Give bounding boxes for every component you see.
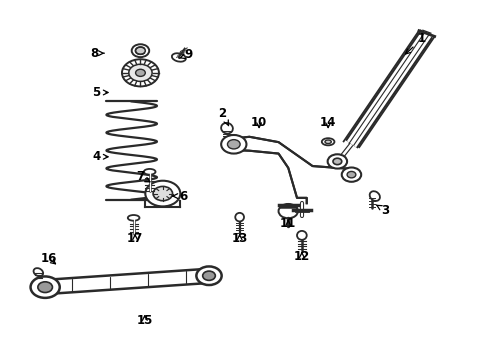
Circle shape xyxy=(122,59,159,86)
Ellipse shape xyxy=(143,169,155,175)
Text: 8: 8 xyxy=(90,47,104,60)
Text: 10: 10 xyxy=(250,116,266,129)
Text: 4: 4 xyxy=(92,150,108,163)
Text: 6: 6 xyxy=(173,190,187,203)
Circle shape xyxy=(131,44,149,57)
Text: 17: 17 xyxy=(127,233,143,246)
Text: 14: 14 xyxy=(319,116,336,129)
Text: 9: 9 xyxy=(179,49,192,62)
Text: 11: 11 xyxy=(280,217,296,230)
Text: 13: 13 xyxy=(231,233,247,246)
Text: 16: 16 xyxy=(41,252,57,265)
Text: 5: 5 xyxy=(92,86,108,99)
Ellipse shape xyxy=(127,215,139,221)
Ellipse shape xyxy=(325,140,330,144)
Text: 15: 15 xyxy=(136,314,153,327)
Circle shape xyxy=(346,171,355,178)
Circle shape xyxy=(327,154,346,168)
Circle shape xyxy=(227,140,240,149)
Polygon shape xyxy=(42,269,210,294)
Ellipse shape xyxy=(221,123,232,134)
Text: 7: 7 xyxy=(136,170,150,183)
Polygon shape xyxy=(233,137,351,203)
Circle shape xyxy=(30,276,60,298)
Circle shape xyxy=(278,204,297,218)
Circle shape xyxy=(38,282,52,293)
Circle shape xyxy=(202,271,215,280)
Ellipse shape xyxy=(34,268,43,276)
Ellipse shape xyxy=(369,191,379,201)
Ellipse shape xyxy=(321,138,334,145)
Text: 2: 2 xyxy=(218,107,228,126)
Circle shape xyxy=(332,158,341,165)
Circle shape xyxy=(196,266,221,285)
Ellipse shape xyxy=(235,213,244,221)
Text: 1: 1 xyxy=(405,32,425,54)
Text: 12: 12 xyxy=(293,250,309,263)
Circle shape xyxy=(135,47,145,54)
Circle shape xyxy=(135,69,145,76)
Circle shape xyxy=(145,181,180,206)
Text: 3: 3 xyxy=(375,204,389,217)
Circle shape xyxy=(341,167,361,182)
Ellipse shape xyxy=(296,231,306,240)
Circle shape xyxy=(221,135,246,154)
Circle shape xyxy=(153,186,172,201)
Ellipse shape xyxy=(171,53,185,62)
Circle shape xyxy=(128,64,152,81)
